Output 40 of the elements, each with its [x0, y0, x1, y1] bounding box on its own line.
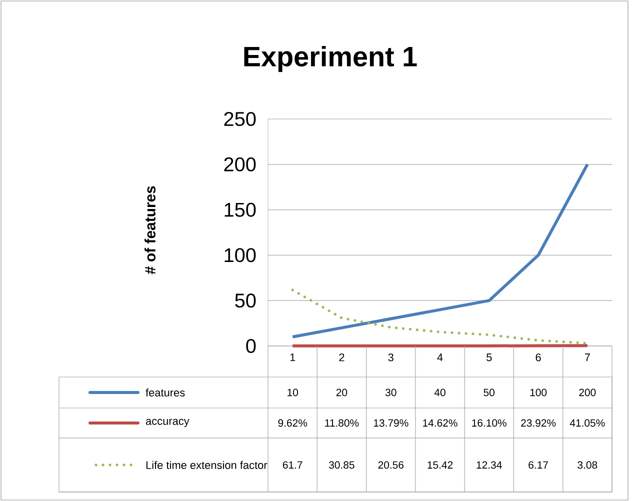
data-label: 16.10%	[472, 419, 506, 427]
data-label: 61.7	[282, 461, 302, 469]
data-label: 6.17	[528, 461, 548, 469]
y-tick-label: 50	[235, 294, 256, 308]
data-label: 15.42	[428, 461, 453, 469]
data-label: 20	[336, 388, 348, 396]
y-tick-label: 0	[246, 338, 256, 354]
legend-label: features	[146, 388, 185, 397]
y-axis-title: # of features	[144, 186, 156, 274]
data-label: 40	[434, 388, 446, 396]
data-label: 3.08	[578, 461, 598, 469]
data-label: 14.62%	[423, 419, 458, 427]
x-tick-label: 5	[486, 354, 492, 362]
x-tick-label: 4	[437, 354, 443, 362]
y-tick-label: 100	[224, 248, 256, 262]
legend-label: accuracy	[146, 418, 190, 428]
data-label: 9.62%	[278, 419, 308, 427]
legend-label: Life time extension factor	[146, 460, 268, 470]
x-tick-label: 6	[536, 354, 541, 362]
data-label: 10	[288, 388, 298, 396]
y-tick-label: 150	[224, 202, 256, 217]
data-label: 200	[579, 388, 596, 396]
x-tick-label: 2	[339, 354, 344, 362]
line-series	[291, 288, 589, 344]
data-label: 100	[530, 388, 547, 396]
data-label: 23.92%	[521, 419, 556, 427]
data-label: 12.34	[476, 461, 502, 469]
y-tick-label: 250	[224, 112, 256, 126]
chart-title: Experiment 1	[244, 46, 417, 72]
data-label: 30	[385, 388, 396, 396]
data-label: 13.79%	[374, 419, 408, 427]
y-tick-label: 200	[224, 157, 256, 172]
x-tick-label: 1	[290, 354, 296, 362]
x-tick-label: 7	[584, 354, 590, 362]
x-tick-label: 3	[388, 354, 394, 362]
data-label: 20.56	[378, 461, 404, 469]
data-label: 41.05%	[570, 419, 605, 427]
data-label: 11.80%	[325, 419, 359, 427]
data-label: 50	[484, 388, 495, 396]
data-label: 30.85	[329, 461, 354, 469]
